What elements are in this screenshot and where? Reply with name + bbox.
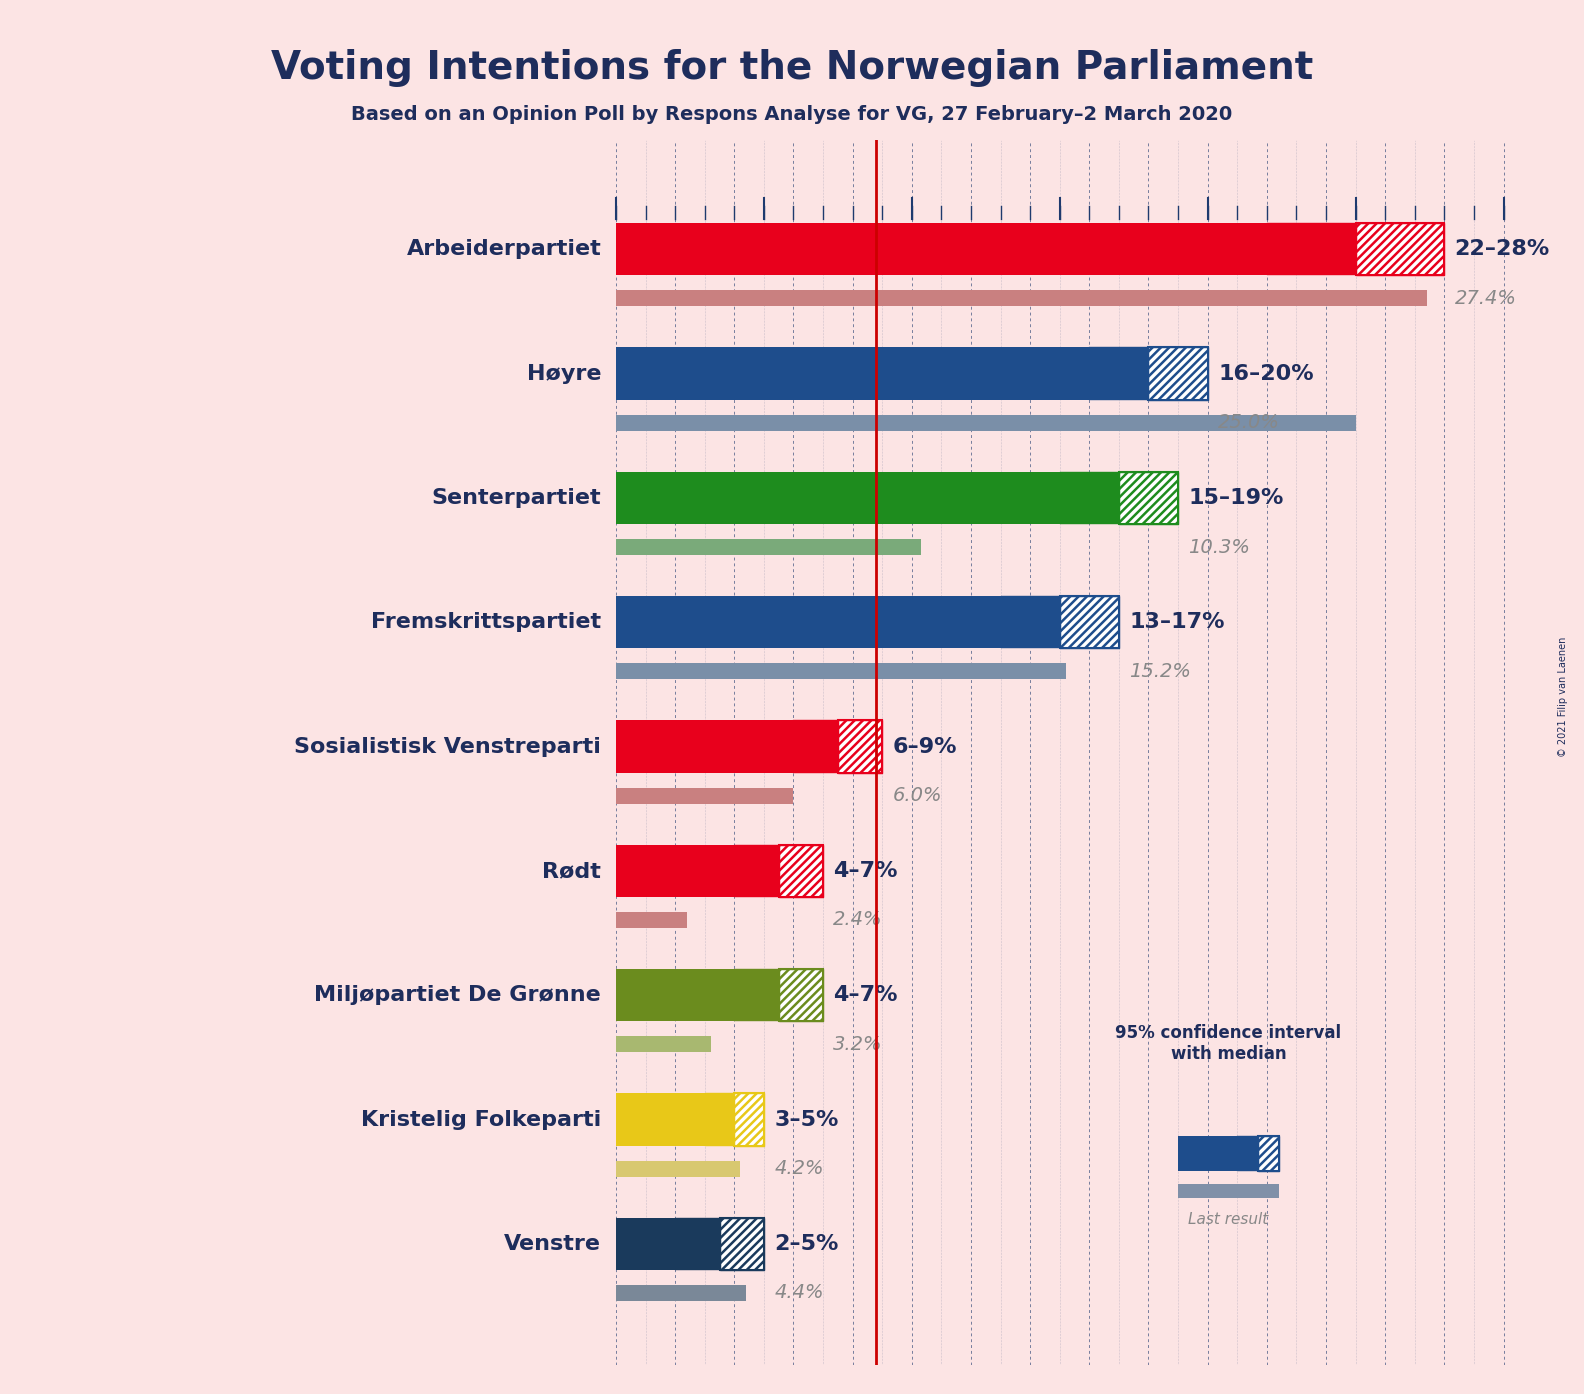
Text: Fremskrittspartiet: Fremskrittspartiet [371, 612, 602, 633]
Bar [779, 845, 824, 896]
Bar [1356, 223, 1445, 276]
Text: Rødt: Rødt [542, 861, 602, 881]
Bar [616, 1161, 740, 1177]
Text: 27.4%: 27.4% [1454, 289, 1516, 308]
Bar [735, 1093, 763, 1146]
Text: Venstre: Venstre [504, 1234, 602, 1253]
Bar [735, 969, 779, 1022]
Bar [838, 721, 882, 772]
Text: 4.2%: 4.2% [775, 1160, 824, 1178]
Text: 95% confidence interval
with median: 95% confidence interval with median [1115, 1025, 1342, 1064]
Text: 15.2%: 15.2% [1129, 662, 1191, 680]
Bar [616, 414, 1356, 431]
Text: 2–5%: 2–5% [775, 1234, 838, 1253]
Text: 4–7%: 4–7% [833, 986, 898, 1005]
Text: 4–7%: 4–7% [833, 861, 898, 881]
Bar [1090, 347, 1148, 400]
Bar [616, 1093, 705, 1146]
Bar [1060, 471, 1118, 524]
Bar [1258, 1136, 1278, 1171]
Bar [705, 1093, 735, 1146]
Bar [1060, 597, 1118, 648]
Bar [1148, 347, 1207, 400]
Bar [1148, 347, 1207, 400]
Bar [838, 721, 882, 772]
Bar [675, 1218, 719, 1270]
Text: 15–19%: 15–19% [1188, 488, 1283, 507]
Bar [616, 290, 1427, 307]
Text: Last result: Last result [1188, 1213, 1269, 1227]
Text: 3.2%: 3.2% [833, 1034, 882, 1054]
Bar [1237, 1136, 1258, 1171]
Bar [779, 969, 824, 1022]
Text: Arbeiderpartiet: Arbeiderpartiet [407, 240, 602, 259]
Bar [735, 845, 779, 896]
Bar [616, 912, 687, 928]
Bar [1001, 597, 1060, 648]
Text: 3–5%: 3–5% [775, 1110, 838, 1129]
Text: Voting Intentions for the Norwegian Parliament: Voting Intentions for the Norwegian Parl… [271, 49, 1313, 86]
Bar [616, 1285, 746, 1301]
Text: Based on an Opinion Poll by Respons Analyse for VG, 27 February–2 March 2020: Based on an Opinion Poll by Respons Anal… [352, 105, 1232, 124]
Bar [779, 845, 824, 896]
Text: © 2021 Filip van Laenen: © 2021 Filip van Laenen [1559, 637, 1568, 757]
Bar [1118, 471, 1178, 524]
Bar [1060, 597, 1118, 648]
Bar [1267, 223, 1356, 276]
Text: 2.4%: 2.4% [833, 910, 882, 930]
Bar [1178, 1184, 1278, 1199]
Bar [735, 1093, 763, 1146]
Bar [616, 471, 1060, 524]
Text: 13–17%: 13–17% [1129, 612, 1224, 633]
Bar [779, 969, 824, 1022]
Text: 6.0%: 6.0% [893, 786, 942, 806]
Bar [1178, 1136, 1237, 1171]
Bar [616, 1036, 711, 1052]
Text: Sosialistisk Venstreparti: Sosialistisk Venstreparti [295, 736, 602, 757]
Bar [616, 223, 1267, 276]
Bar [1356, 223, 1445, 276]
Bar [616, 845, 735, 896]
Bar [616, 664, 1066, 679]
Bar [616, 969, 735, 1022]
Bar [616, 347, 1090, 400]
Text: 16–20%: 16–20% [1218, 364, 1313, 383]
Text: 10.3%: 10.3% [1188, 538, 1250, 556]
Bar [794, 721, 838, 772]
Bar [1118, 471, 1178, 524]
Text: 6–9%: 6–9% [893, 736, 957, 757]
Bar [616, 721, 794, 772]
Bar [616, 1218, 675, 1270]
Bar [719, 1218, 763, 1270]
Bar [1258, 1136, 1278, 1171]
Text: 22–28%: 22–28% [1454, 240, 1549, 259]
Text: 25.0%: 25.0% [1218, 413, 1280, 432]
Text: Kristelig Folkeparti: Kristelig Folkeparti [361, 1110, 602, 1129]
Bar [616, 788, 794, 804]
Bar [719, 1218, 763, 1270]
Text: 4.4%: 4.4% [775, 1284, 824, 1302]
Text: Senterpartiet: Senterpartiet [431, 488, 602, 507]
Text: Høyre: Høyre [527, 364, 602, 383]
Bar [616, 539, 920, 555]
Bar [616, 597, 1001, 648]
Text: Miljøpartiet De Grønne: Miljøpartiet De Grønne [315, 986, 602, 1005]
